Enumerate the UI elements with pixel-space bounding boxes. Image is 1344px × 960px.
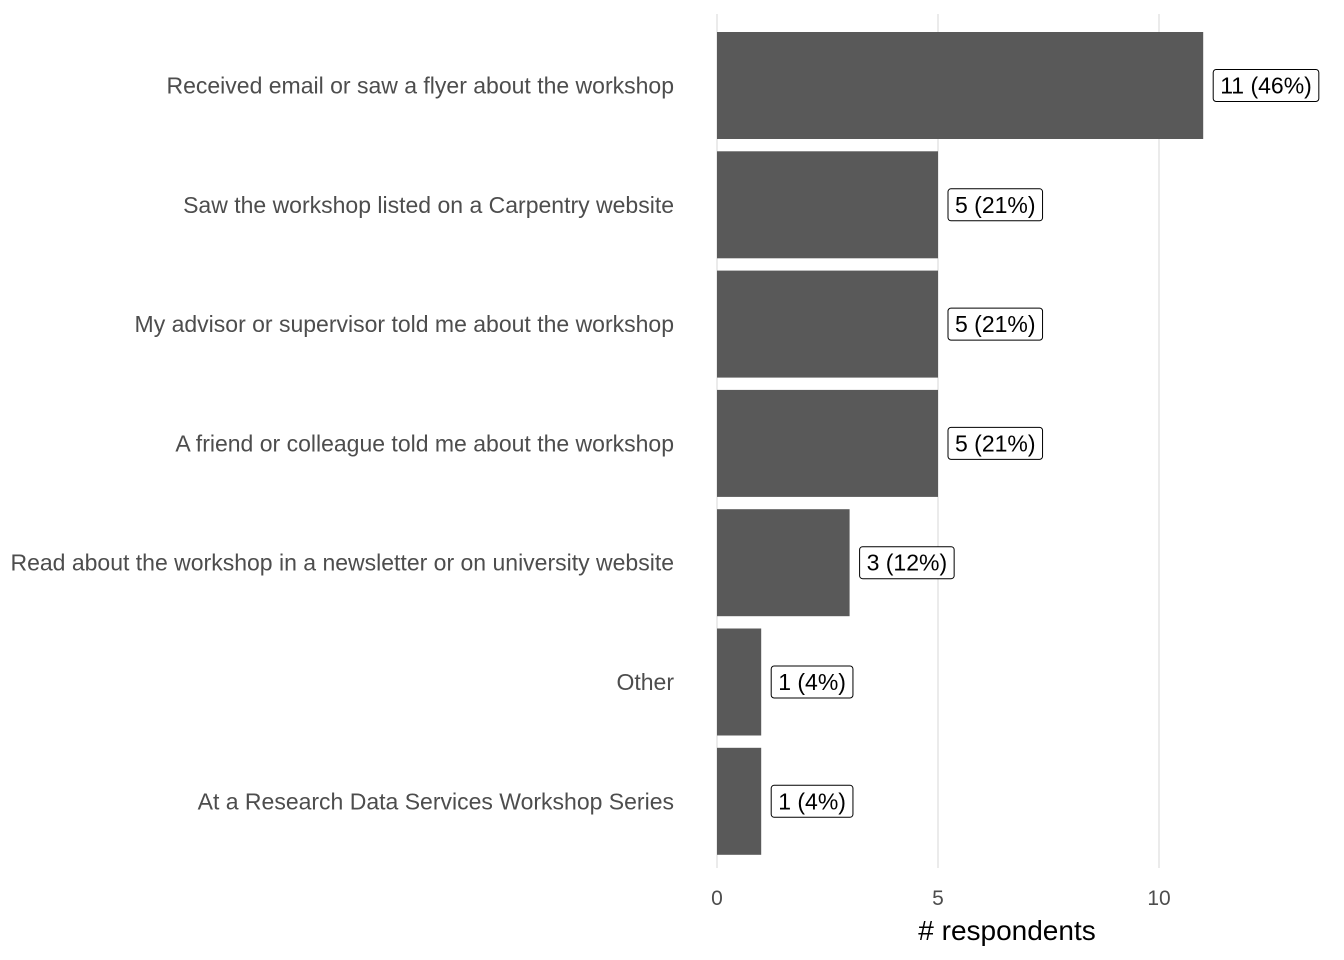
data-label-text: 5 (21%) <box>955 311 1036 337</box>
bar <box>717 747 762 855</box>
category-labels: Received email or saw a flyer about the … <box>10 73 674 815</box>
data-label: 5 (21%) <box>947 307 1044 341</box>
data-label-box <box>859 546 955 580</box>
x-tick-label: 0 <box>711 887 723 910</box>
x-tick-label: 10 <box>1147 887 1170 910</box>
x-axis-title: # respondents <box>918 915 1095 946</box>
bar <box>717 628 762 736</box>
bar <box>717 509 850 617</box>
data-label-box <box>947 307 1044 341</box>
x-tick-labels: 0 5 10 <box>711 887 1171 910</box>
bar <box>717 32 1204 139</box>
category-label: Saw the workshop listed on a Carpentry w… <box>183 192 674 218</box>
data-label-text: 3 (12%) <box>867 550 948 576</box>
bars <box>717 32 1204 855</box>
category-label: Other <box>616 669 674 695</box>
category-label: At a Research Data Services Workshop Ser… <box>198 788 674 814</box>
data-label-text: 11 (46%) <box>1220 73 1312 99</box>
bar <box>717 389 938 497</box>
data-label-box <box>947 188 1044 222</box>
x-tick-label: 5 <box>932 887 944 910</box>
bar <box>717 151 938 259</box>
data-label-box <box>770 665 854 699</box>
data-label-box <box>770 784 854 818</box>
category-label: Read about the workshop in a newsletter … <box>10 550 674 576</box>
data-label: 11 (46%) <box>1212 69 1320 102</box>
data-label-text: 5 (21%) <box>955 192 1036 218</box>
data-label-text: 1 (4%) <box>778 788 846 814</box>
data-labels: 11 (46%) 5 (21%) 5 (21%) 5 (21%) 3 (12%) 1 (4… <box>770 69 1320 818</box>
data-label: 5 (21%) <box>947 426 1044 460</box>
bar <box>717 270 938 378</box>
category-label: Received email or saw a flyer about the … <box>166 73 674 99</box>
data-label: 3 (12%) <box>859 546 955 580</box>
category-label: My advisor or supervisor told me about t… <box>135 311 674 337</box>
data-label: 1 (4%) <box>770 784 854 818</box>
data-label-text: 5 (21%) <box>955 430 1036 456</box>
category-label: A friend or colleague told me about the … <box>175 430 674 456</box>
data-label: 1 (4%) <box>770 665 854 699</box>
data-label-box <box>1212 69 1320 102</box>
data-label-text: 1 (4%) <box>778 669 846 695</box>
data-label: 5 (21%) <box>947 188 1044 222</box>
data-label-box <box>947 426 1044 460</box>
